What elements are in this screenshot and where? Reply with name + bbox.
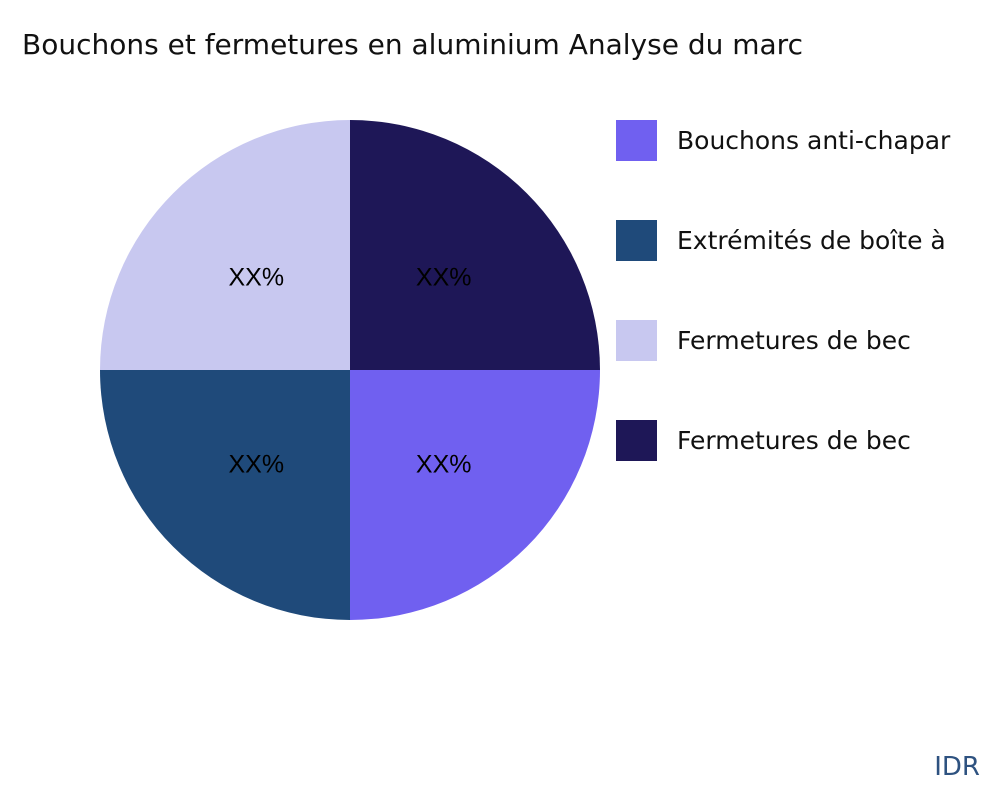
legend-label: Fermetures de bec: [677, 325, 911, 355]
slice-label: XX%: [416, 263, 472, 291]
brand-logo-text: IDR: [934, 752, 980, 782]
legend-label: Fermetures de bec: [677, 425, 911, 455]
legend-swatch: [616, 219, 657, 261]
slice-label: XX%: [229, 451, 285, 479]
legend-item[interactable]: Fermetures de bec: [616, 419, 911, 461]
slice-label: XX%: [416, 451, 472, 479]
legend-item[interactable]: Fermetures de bec: [616, 319, 911, 361]
legend-item[interactable]: Bouchons anti-chapar: [616, 119, 951, 161]
legend-label: Extrémités de boîte à: [677, 225, 946, 255]
legend-label: Bouchons anti-chapar: [677, 125, 951, 155]
pie-slice[interactable]: [100, 370, 350, 620]
legend-item[interactable]: Extrémités de boîte à: [616, 219, 946, 261]
pie-slice[interactable]: [100, 120, 350, 370]
slice-label: XX%: [229, 263, 285, 291]
legend-swatch: [616, 419, 657, 461]
pie-slice[interactable]: [350, 120, 600, 370]
pie-slice[interactable]: [350, 370, 600, 620]
legend-swatch: [616, 119, 657, 161]
legend-swatch: [616, 319, 657, 361]
chart-title: Bouchons et fermetures en aluminium Anal…: [22, 28, 803, 61]
